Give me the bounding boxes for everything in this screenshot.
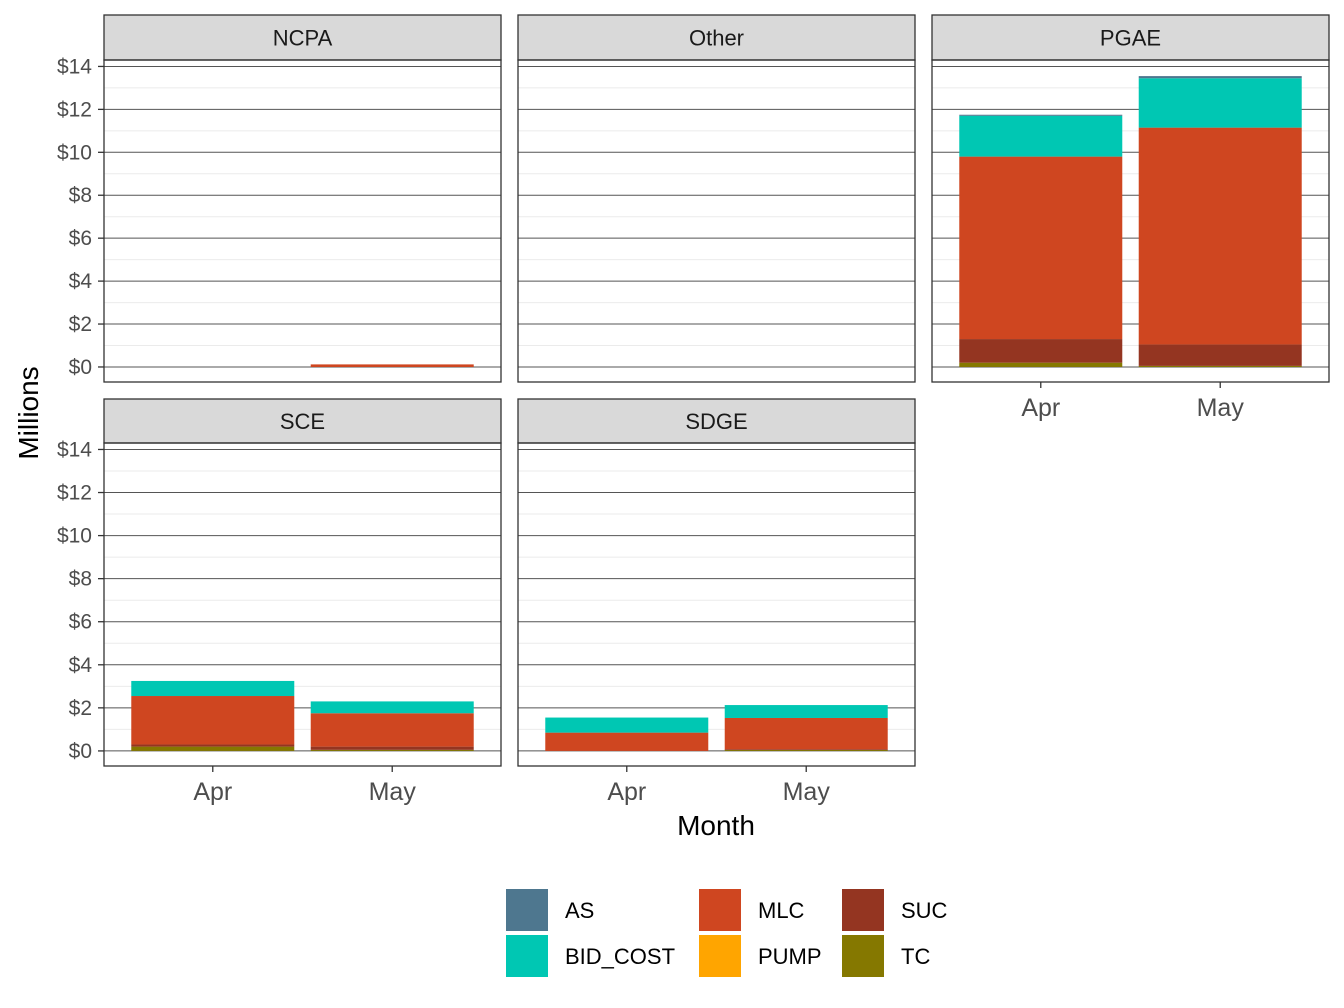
legend-key-suc	[842, 889, 884, 931]
bar-pgae-apr-bid-cost	[959, 115, 1123, 157]
bar-sce-may-mlc	[310, 713, 474, 747]
legend-label-pump: PUMP	[758, 944, 822, 969]
x-tick-label: Apr	[607, 778, 646, 806]
facet-strip-ncpa	[103, 14, 502, 61]
bar-sce-may-bid-cost	[310, 701, 474, 714]
facet-strip-sce	[103, 398, 502, 444]
facet-label-pgae: PGAE	[1100, 26, 1161, 51]
bar-pgae-may-suc	[1138, 344, 1302, 366]
x-tick-label: Apr	[1021, 394, 1060, 422]
x-tick-label: May	[783, 778, 831, 806]
bar-sdge-apr-bid-cost	[545, 717, 709, 733]
bar-sdge-may-bid-cost	[724, 705, 888, 718]
bar-sce-apr-mlc	[131, 696, 295, 745]
legend-label-mlc: MLC	[758, 898, 805, 923]
y-tick-label: $14	[57, 55, 92, 78]
legend-label-as: AS	[565, 898, 594, 923]
legend-label-suc: SUC	[901, 898, 948, 923]
facet-strip-sdge	[517, 398, 916, 444]
y-tick-label: $6	[69, 227, 92, 250]
y-axis-title: Millions	[13, 366, 44, 459]
bar-pgae-apr-mlc	[959, 156, 1123, 340]
y-tick-label: $12	[57, 98, 92, 121]
panel-border-ncpa	[103, 59, 502, 383]
y-tick-label: $6	[69, 611, 92, 634]
y-tick-label: $4	[69, 270, 93, 293]
bar-sdge-apr-mlc	[545, 732, 709, 751]
bar-sce-apr-bid-cost	[131, 680, 295, 697]
legend-key-tc	[842, 935, 884, 977]
y-tick-label: $12	[57, 482, 92, 505]
bar-sce-may-tc	[310, 749, 474, 751]
y-tick-label: $10	[57, 141, 92, 164]
facet-strip-other	[517, 14, 916, 61]
x-tick-label: May	[1197, 394, 1245, 422]
x-tick-label: May	[369, 778, 417, 806]
facet-label-sce: SCE	[280, 409, 325, 434]
facet-strip-pgae	[931, 14, 1330, 61]
legend-key-bid-cost	[506, 935, 548, 977]
bar-pgae-may-as	[1138, 76, 1302, 79]
x-tick-label: Apr	[193, 778, 232, 806]
y-tick-label: $2	[69, 697, 92, 720]
bar-pgae-may-mlc	[1138, 127, 1302, 345]
bar-ncpa-may-mlc	[310, 364, 474, 367]
bar-sdge-may-suc	[724, 749, 888, 751]
y-tick-label: $0	[69, 356, 92, 379]
y-tick-label: $8	[69, 184, 92, 207]
y-tick-label: $14	[57, 438, 92, 461]
bar-pgae-apr-as	[959, 114, 1123, 116]
legend: AS BID_COST MLC PUMP SUC TC	[506, 889, 948, 977]
x-axis-title: Month	[677, 810, 755, 841]
y-tick-label: $4	[69, 654, 93, 677]
facet-label-ncpa: NCPA	[273, 26, 333, 51]
legend-key-pump	[699, 935, 741, 977]
bar-pgae-apr-tc	[959, 362, 1123, 367]
bar-sce-apr-tc	[131, 746, 295, 751]
y-tick-label: $2	[69, 313, 92, 336]
legend-key-as	[506, 889, 548, 931]
bar-sce-may-suc	[310, 746, 474, 750]
bar-pgae-may-tc	[1138, 365, 1302, 367]
bar-sdge-may-mlc	[724, 717, 888, 750]
legend-label-bid-cost: BID_COST	[565, 944, 675, 969]
panel-border-other	[517, 59, 916, 383]
panel-border-sce	[103, 442, 502, 767]
panel-border-sdge	[517, 442, 916, 767]
facet-label-sdge: SDGE	[685, 409, 747, 434]
y-tick-label: $0	[69, 740, 92, 763]
bar-pgae-may-bid-cost	[1138, 78, 1302, 128]
facet-label-other: Other	[689, 26, 744, 51]
y-tick-label: $8	[69, 568, 92, 591]
legend-label-tc: TC	[901, 944, 930, 969]
bar-pgae-apr-suc	[959, 339, 1123, 363]
bar-sdge-may-tc	[724, 749, 888, 751]
bar-sce-apr-suc	[131, 744, 295, 747]
panel-border-pgae	[931, 59, 1330, 383]
y-tick-label: $10	[57, 525, 92, 548]
legend-key-mlc	[699, 889, 741, 931]
